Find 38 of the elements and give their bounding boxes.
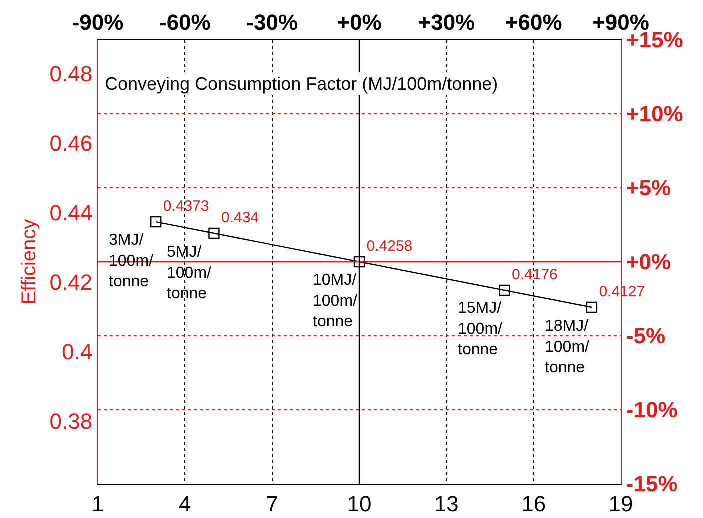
x-tick-label: 10 (347, 491, 372, 516)
y2-tick-label: -5% (626, 324, 666, 349)
y-tick-label: 0.4 (62, 339, 93, 364)
y-axis-title: Efficiency (18, 219, 40, 305)
x-tick-label: 7 (266, 491, 278, 516)
point (586, 302, 598, 314)
data-label: 0.4176 (512, 266, 558, 284)
annotation: 18MJ/ 100m/ tonne (545, 318, 590, 377)
y2-tick-label: +5% (626, 176, 672, 201)
x-tick-label: 1 (92, 491, 104, 516)
x2-tick-label: +30% (418, 10, 476, 36)
x-tick-label: 13 (434, 491, 459, 516)
y-tick-label: 0.48 (50, 61, 93, 86)
y2-tick-label: -10% (626, 398, 678, 423)
x2-tick-label: +60% (505, 10, 562, 36)
x2-tick-label: -60% (159, 10, 211, 36)
point (150, 216, 162, 228)
y-tick-label: 0.42 (50, 270, 93, 295)
annotation: Conveying Consumption Factor (MJ/100m/tonne) (105, 74, 498, 94)
x-tick-label: 4 (179, 491, 192, 516)
y-tick-label: 0.38 (50, 408, 93, 434)
data-label: 0.4373 (163, 198, 210, 216)
y-tick-label: 0.44 (50, 200, 93, 226)
y-tick-label: 0.46 (50, 130, 93, 156)
y2-tick-label: +0% (626, 250, 672, 275)
data-label: 0.434 (221, 210, 260, 227)
annotation: 10MJ/ 100m/ tonne (313, 272, 358, 331)
x2-tick-label: -30% (246, 10, 298, 36)
x-tick-label: 16 (522, 491, 546, 516)
point (354, 256, 366, 268)
x2-tick-label: +0% (337, 10, 382, 36)
annotation: 15MJ/ 100m/ tonne (458, 300, 504, 359)
point (208, 228, 220, 240)
annotation: 5MJ/ 100m/ tonne (167, 244, 212, 303)
point (499, 284, 510, 296)
x2-tick-label: -90% (72, 10, 124, 36)
y2-tick-label: +10% (626, 102, 684, 127)
data-label: 0.4258 (366, 238, 413, 255)
